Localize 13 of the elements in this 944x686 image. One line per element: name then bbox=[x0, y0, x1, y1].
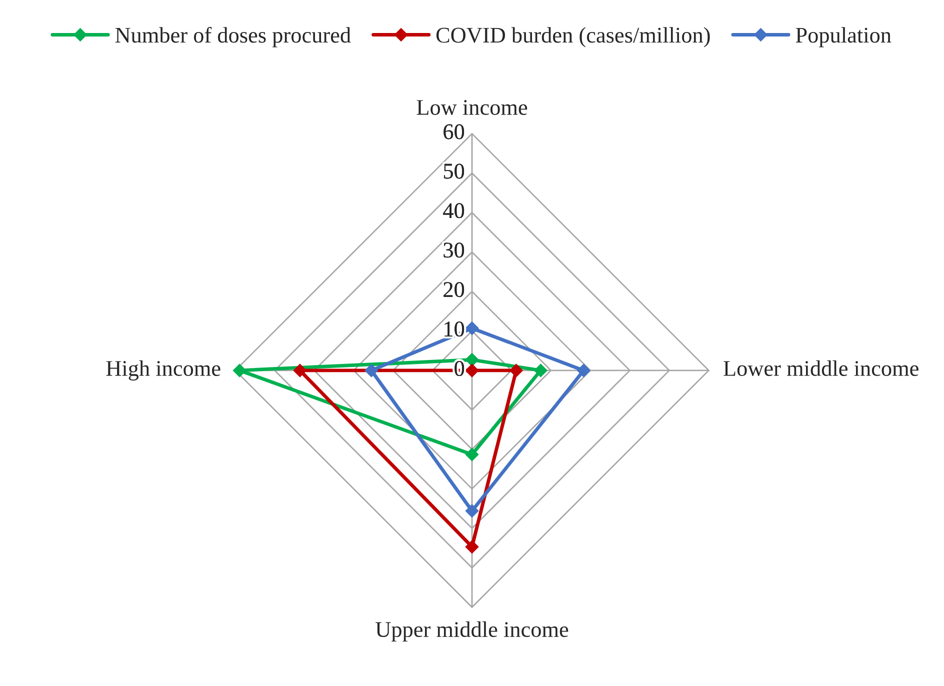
legend-label: Population bbox=[796, 27, 892, 48]
legend-label: COVID burden (cases/million) bbox=[436, 27, 710, 48]
spoke-label: Low income bbox=[416, 100, 528, 115]
spoke-label: Lower middle income bbox=[724, 360, 918, 376]
spoke-label: Upper middle income bbox=[376, 621, 568, 642]
y-tick-label: 20 bbox=[444, 282, 464, 298]
y-tick-label: 40 bbox=[443, 203, 464, 218]
y-tick-label: 50 bbox=[444, 164, 464, 179]
y-tick-label: 10 bbox=[444, 322, 464, 337]
y-tick-label: 60 bbox=[444, 124, 464, 140]
y-tick-label: 30 bbox=[444, 242, 464, 258]
legend-label: Number of doses procured bbox=[115, 26, 351, 48]
spoke-label: High income bbox=[106, 360, 220, 381]
